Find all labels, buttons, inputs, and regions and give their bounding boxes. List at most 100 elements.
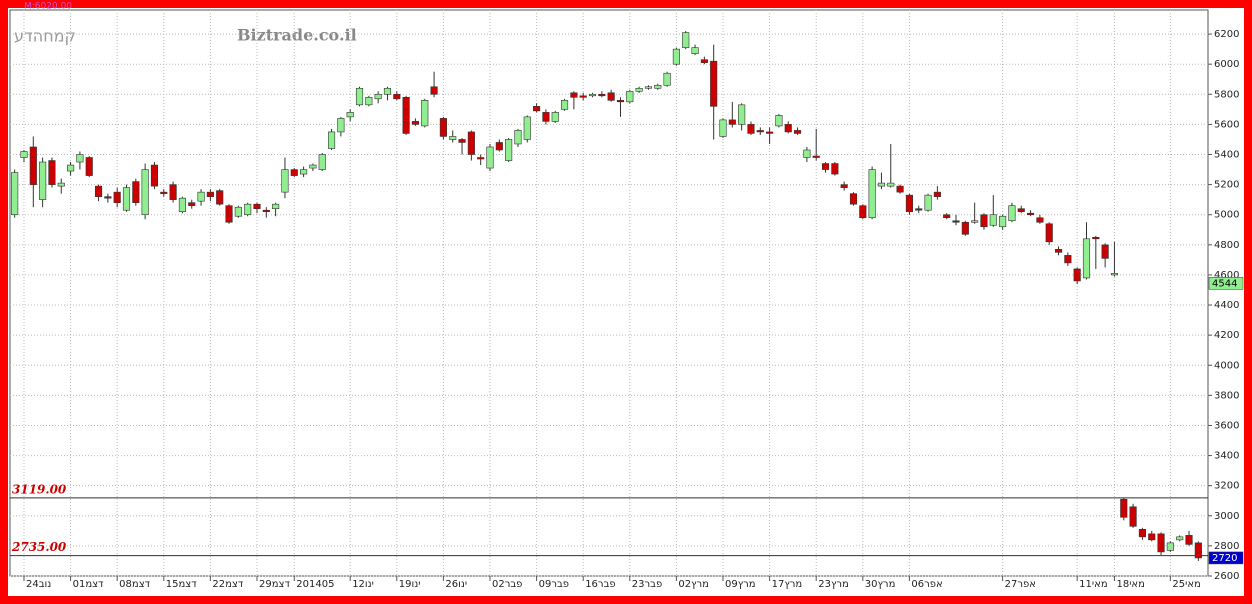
- candle-body: [383, 87, 392, 95]
- candle-body: [794, 130, 802, 134]
- y-tick-label: 4400: [1214, 300, 1239, 311]
- candle-body: [1194, 542, 1202, 559]
- candle-body: [1120, 498, 1128, 518]
- candle-body: [1129, 506, 1137, 527]
- candle-body: [952, 220, 960, 223]
- x-tick-label: 19ינו: [399, 579, 421, 590]
- candle-body: [784, 124, 792, 133]
- candle-body: [1054, 249, 1063, 253]
- candle-body: [449, 136, 457, 140]
- candle-body: [104, 196, 112, 199]
- candle-body: [560, 100, 569, 110]
- candle-body: [178, 197, 186, 213]
- price-tag-label: 4544: [1212, 278, 1237, 289]
- candle-body: [85, 157, 93, 176]
- candle-body: [411, 121, 419, 125]
- candle-body: [67, 164, 75, 172]
- candle-body: [309, 164, 317, 169]
- candle-body: [672, 48, 680, 65]
- x-tick-label: 08דצמ: [119, 579, 150, 590]
- candle-body: [961, 221, 969, 235]
- background: [8, 8, 1244, 596]
- candle-body: [859, 205, 867, 219]
- candle-body: [1045, 223, 1053, 243]
- x-tick-label: 30מרץ: [865, 579, 896, 590]
- candle-body: [150, 164, 159, 187]
- candle-body: [327, 131, 336, 149]
- candle-body: [1092, 237, 1100, 240]
- y-tick-label: 3400: [1214, 451, 1239, 462]
- x-tick-label: 23מרץ: [818, 579, 849, 590]
- candle-body: [421, 100, 429, 127]
- y-tick-label: 4800: [1214, 240, 1239, 251]
- candle-body: [635, 87, 643, 92]
- candle-body: [1101, 244, 1109, 259]
- level-label: 2735.00: [11, 540, 67, 554]
- y-tick-label: 4200: [1214, 330, 1239, 341]
- candle-body: [924, 194, 932, 211]
- candle-body: [915, 208, 923, 211]
- candle-body: [766, 131, 774, 134]
- candle-body: [505, 139, 513, 161]
- x-tick-label: 26ינו: [445, 579, 467, 590]
- candle-body: [76, 154, 84, 163]
- candle-body: [1138, 529, 1146, 538]
- candle-body: [682, 32, 690, 48]
- candle-body: [700, 59, 708, 63]
- candle-body: [244, 203, 252, 216]
- candle-body: [365, 97, 373, 106]
- candle-body: [812, 155, 820, 158]
- x-tick-label: 18מאי: [1116, 579, 1144, 590]
- candle-body: [1082, 238, 1091, 279]
- candle-body: [1073, 268, 1081, 282]
- candle-body: [728, 119, 736, 125]
- candle-body: [458, 139, 466, 143]
- candle-body: [402, 97, 410, 134]
- candle-body: [980, 214, 988, 228]
- candle-body: [905, 194, 913, 213]
- x-tick-label: 02מרץ: [678, 579, 709, 590]
- candle-body: [738, 104, 746, 125]
- candle-body: [1176, 536, 1184, 541]
- x-tick-label: 01דצמ: [73, 579, 104, 590]
- candle-body: [756, 130, 764, 133]
- candle-body: [20, 151, 28, 158]
- y-tick-label: 5400: [1214, 150, 1239, 161]
- candle-body: [598, 93, 606, 97]
- candle-body: [542, 112, 550, 122]
- candle-body: [374, 93, 382, 100]
- candle-body: [710, 60, 718, 107]
- candle-body: [989, 214, 997, 226]
- x-tick-label: 09מרץ: [725, 579, 756, 590]
- candle-body: [300, 169, 308, 175]
- candle-body: [206, 191, 214, 197]
- candle-body: [29, 146, 37, 185]
- y-tick-label: 2800: [1214, 541, 1239, 552]
- candle-body: [803, 149, 811, 158]
- candle-body: [607, 92, 615, 101]
- candle-body: [1185, 535, 1193, 545]
- candle-body: [821, 163, 830, 170]
- candle-body: [113, 191, 121, 203]
- candle-body: [551, 112, 559, 122]
- candle-body: [1157, 533, 1165, 553]
- candle-body: [896, 185, 904, 193]
- y-tick-label: 2600: [1214, 571, 1239, 582]
- candle-body: [887, 182, 895, 187]
- candle-body: [570, 92, 578, 98]
- x-tick-label: 15דצמ: [166, 579, 197, 590]
- candle-body: [337, 118, 345, 133]
- candle-body: [533, 106, 541, 112]
- candle-body: [849, 193, 858, 205]
- price-tag-label: 2720: [1212, 553, 1237, 564]
- candle-body: [346, 112, 354, 118]
- candle-body: [495, 142, 503, 151]
- y-tick-label: 5600: [1214, 119, 1239, 130]
- y-tick-label: 6200: [1214, 29, 1239, 40]
- candle-body: [467, 131, 475, 155]
- candle-body: [430, 86, 438, 95]
- level-label: 3119.00: [12, 482, 67, 496]
- chart-title: קמחהדע: [14, 27, 76, 46]
- candle-body: [141, 169, 149, 216]
